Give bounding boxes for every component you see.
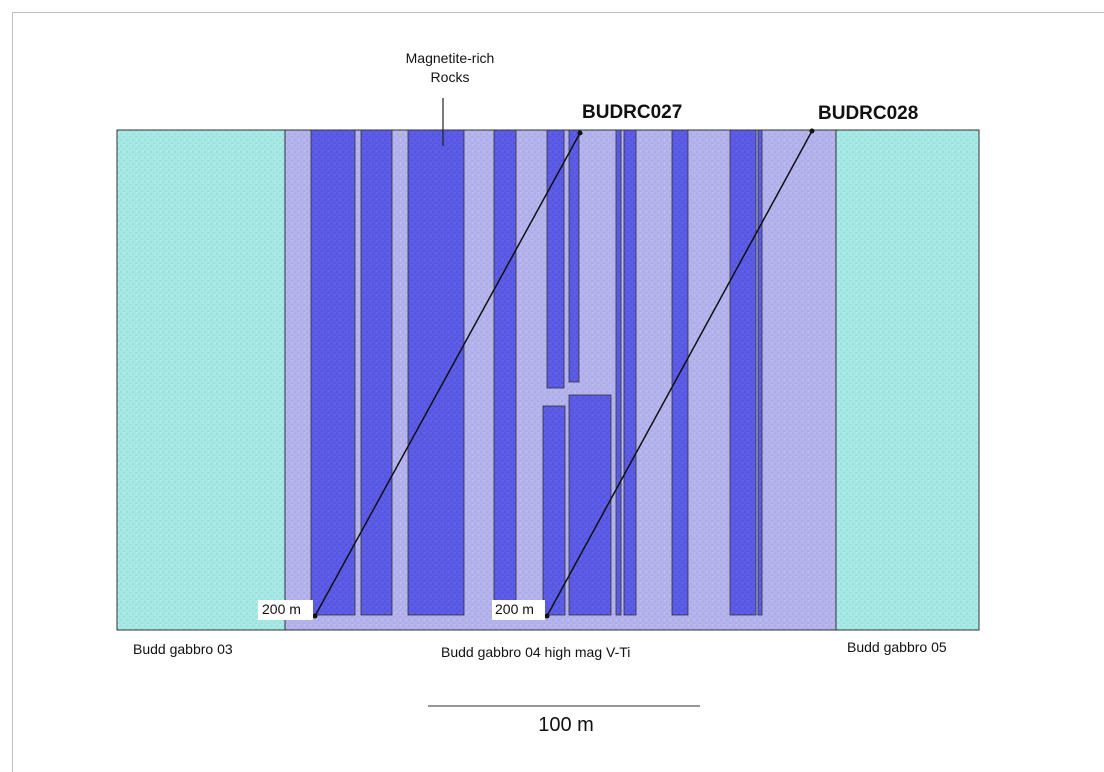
annotation-line-2: Rocks bbox=[431, 69, 470, 85]
unit-budd-gabbro-05 bbox=[835, 129, 980, 631]
magnetite-band bbox=[546, 129, 565, 389]
magnetite-band bbox=[310, 129, 356, 616]
magnetite-band bbox=[542, 405, 566, 616]
magnetite-band bbox=[493, 129, 517, 616]
drillhole-collar-dot bbox=[809, 128, 815, 134]
drillhole-name: BUDRC028 bbox=[818, 103, 918, 124]
magnetite-band bbox=[568, 129, 580, 383]
magnetite-band bbox=[615, 129, 622, 616]
scale-bar: 100 m bbox=[428, 705, 700, 736]
unit-label-budd-gabbro-03: Budd gabbro 03 bbox=[133, 641, 233, 657]
drillhole-depth-label: 200 m bbox=[262, 601, 301, 617]
drillhole-collar-dot bbox=[577, 130, 583, 136]
magnetite-band bbox=[360, 129, 393, 616]
drillhole-trace bbox=[546, 130, 813, 617]
magnetite-band bbox=[623, 129, 637, 616]
magnetite-band bbox=[757, 129, 763, 616]
drillhole-name: BUDRC027 bbox=[582, 102, 682, 123]
drillhole-trace bbox=[314, 132, 581, 617]
magnetite-band bbox=[729, 129, 757, 616]
drillhole-budrc028: BUDRC028 200 m bbox=[492, 103, 918, 620]
drillhole-budrc027: BUDRC027 200 m bbox=[258, 102, 682, 620]
magnetite-band bbox=[568, 394, 612, 616]
unit-budd-gabbro-03 bbox=[116, 129, 286, 631]
unit-label-budd-gabbro-05: Budd gabbro 05 bbox=[847, 639, 947, 655]
drillhole-end-dot bbox=[312, 613, 318, 619]
scale-bar-label: 100 m bbox=[538, 714, 594, 736]
drillhole-end-dot bbox=[544, 613, 550, 619]
magnetite-band bbox=[407, 129, 465, 616]
annotation-line-1: Magnetite-rich bbox=[406, 50, 495, 66]
drillhole-depth-label: 200 m bbox=[495, 601, 534, 617]
unit-label-budd-gabbro-04: Budd gabbro 04 high mag V-Ti bbox=[441, 644, 630, 660]
figure-frame bbox=[12, 12, 1104, 772]
